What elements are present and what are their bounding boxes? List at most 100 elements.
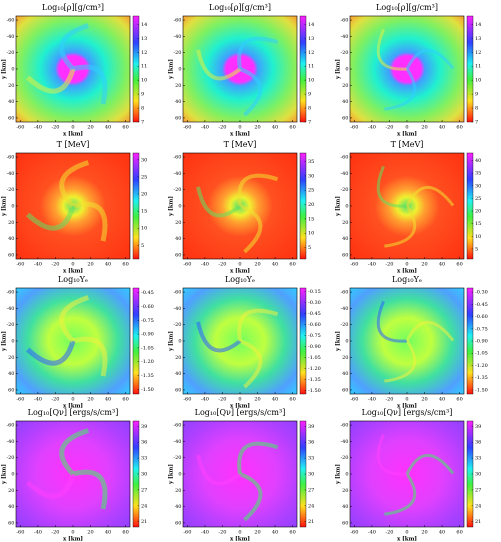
colorbar-tick-label: 33 xyxy=(475,456,481,462)
x-tick-label: -40 xyxy=(34,125,42,131)
x-tick-label: 20 xyxy=(87,397,93,403)
x-axis-label: x [km] xyxy=(63,269,83,275)
colorbar-tick-label: 10 xyxy=(475,234,481,240)
heatmap-feature xyxy=(237,173,279,207)
colorbar-tick-label: 30 xyxy=(475,472,481,478)
y-tick-label: 20 xyxy=(8,220,14,226)
heatmap-feature xyxy=(237,441,279,475)
x-tick-label: 0 xyxy=(405,262,408,268)
colorbar-tick-label: -1.50 xyxy=(141,387,154,393)
y-tick-label: 0 xyxy=(345,204,348,210)
x-tick-label: -20 xyxy=(218,262,226,268)
heatmap-feature xyxy=(376,300,408,343)
colorbar-tick-label: 21 xyxy=(308,519,314,525)
heatmap-feature xyxy=(239,472,263,522)
x-tick-label: 60 xyxy=(289,530,295,536)
y-tick-label: 20 xyxy=(175,220,181,226)
x-tick-label: 40 xyxy=(272,125,278,131)
colorbar-tick-label: -1.20 xyxy=(141,359,154,365)
colorbar-tick-label: 30 xyxy=(141,472,147,478)
y-tick-label: 60 xyxy=(175,115,181,121)
colorbar-tick-label: 9 xyxy=(308,92,311,98)
x-tick-label: 20 xyxy=(87,125,93,131)
heatmap-feature xyxy=(25,340,76,366)
y-tick-label: 20 xyxy=(342,488,348,494)
colorbar xyxy=(466,15,474,123)
y-tick-label: 20 xyxy=(342,83,348,89)
y-tick-label: 60 xyxy=(8,387,14,393)
colorbar-tick-label: 40 xyxy=(475,158,481,164)
y-tick-label: 0 xyxy=(178,67,181,73)
colorbar-tick-label: 36 xyxy=(141,440,147,446)
colorbar-tick-label: 10 xyxy=(475,78,481,84)
colorbar-tick-label: 8 xyxy=(475,106,478,112)
x-tick-label: 20 xyxy=(254,125,260,131)
x-tick-label: 60 xyxy=(122,530,128,536)
x-tick-label: -40 xyxy=(34,530,42,536)
y-tick-label: -60 xyxy=(6,155,14,161)
y-tick-label: 60 xyxy=(342,252,348,258)
colorbar-tick-label: 12 xyxy=(308,50,314,56)
x-tick-label: 20 xyxy=(87,262,93,268)
x-tick-label: 0 xyxy=(71,530,74,536)
panel-title: Log₁₀[ρ][g/cm³] xyxy=(42,3,104,12)
x-tick-label: -60 xyxy=(183,530,191,536)
colorbar-tick-label: -1.05 xyxy=(475,351,488,357)
colorbar-tick-label: 20 xyxy=(475,209,481,215)
y-axis-label: y [km] xyxy=(2,196,8,217)
heatmap-feature xyxy=(239,204,263,254)
y-axis-label: y [km] xyxy=(2,59,8,80)
colorbar-tick-label: 11 xyxy=(308,64,314,70)
heatmap-feature xyxy=(237,308,279,342)
panel: T [MeV]-60 -40 -20 0 20 40 60-60-40-200204060x… xyxy=(2,140,148,275)
y-tick-label: -20 xyxy=(6,322,14,328)
y-tick-label: -40 xyxy=(6,34,14,40)
colorbar-tick-label: 10 xyxy=(308,78,314,84)
heatmap-feature xyxy=(59,23,90,71)
colorbar-tick-label: -0.60 xyxy=(475,314,488,320)
x-tick-label: -20 xyxy=(385,125,393,131)
x-axis-label: x [km] xyxy=(230,404,250,410)
x-axis-label: x [km] xyxy=(397,537,417,542)
heatmap-feature xyxy=(72,201,108,242)
x-tick-label: 20 xyxy=(254,530,260,536)
colorbar-tick-label: -0.90 xyxy=(308,344,321,350)
x-tick-label: 60 xyxy=(456,262,462,268)
x-tick-label: 0 xyxy=(405,125,408,131)
colorbar-tick-label: 21 xyxy=(141,519,147,525)
heatmap-feature xyxy=(59,428,90,476)
x-tick-label: -60 xyxy=(16,262,24,268)
x-tick-label: -20 xyxy=(385,397,393,403)
colorbar-tick-label: 8 xyxy=(308,106,311,112)
colorbar-tick-label: 15 xyxy=(475,221,481,227)
y-tick-label: 40 xyxy=(8,371,14,377)
colorbar-tick-label: 39 xyxy=(141,424,147,430)
y-tick-label: 0 xyxy=(345,339,348,345)
heatmap-feature xyxy=(376,165,408,208)
x-tick-label: 0 xyxy=(71,125,74,131)
heatmap-feature xyxy=(376,433,408,476)
y-tick-label: 40 xyxy=(342,371,348,377)
colorbar-tick-label: -0.75 xyxy=(308,333,321,339)
x-tick-label: 40 xyxy=(439,262,445,268)
y-axis-label: y [km] xyxy=(2,464,8,485)
colorbar-tick-label: -0.45 xyxy=(141,290,154,296)
colorbar-tick-label: 25 xyxy=(308,188,314,194)
y-tick-label: 60 xyxy=(8,115,14,121)
x-tick-label: 60 xyxy=(289,125,295,131)
x-tick-label: 60 xyxy=(122,262,128,268)
x-tick-label: -20 xyxy=(51,397,59,403)
heatmap-feature xyxy=(239,67,263,117)
colorbar-tick-label: 13 xyxy=(308,36,314,42)
y-tick-label: -20 xyxy=(173,322,181,328)
panel: Log₁₀Yₑ-60 -40 -20 0 20 40 60-60-40-200204060x… xyxy=(336,275,488,410)
x-tick-label: 0 xyxy=(71,397,74,403)
y-tick-label: -60 xyxy=(6,290,14,296)
colorbar-tick-label: 21 xyxy=(475,519,481,525)
panel-title: Log₁₀[Qν] [ergs/s/cm³] xyxy=(362,408,453,417)
x-tick-label: 40 xyxy=(439,530,445,536)
colorbar-tick-label: 11 xyxy=(475,64,481,70)
y-tick-label: 60 xyxy=(175,387,181,393)
colorbar xyxy=(132,287,140,395)
x-tick-label: -60 xyxy=(183,125,191,131)
